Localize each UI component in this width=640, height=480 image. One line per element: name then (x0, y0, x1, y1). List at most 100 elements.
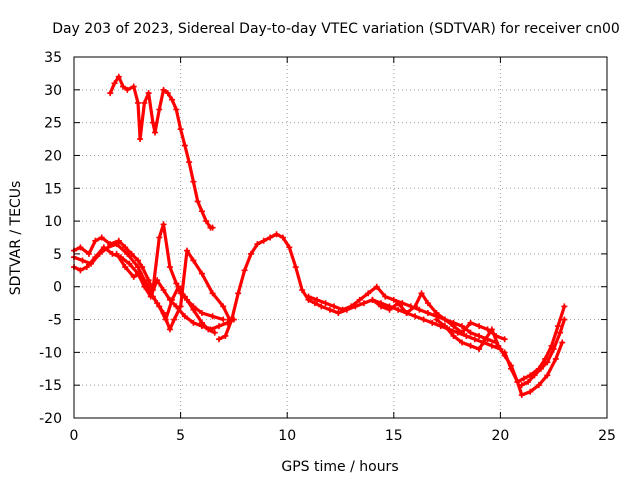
data-point (482, 336, 489, 343)
data-point (134, 257, 141, 264)
data-point (85, 250, 92, 257)
data-point (544, 359, 551, 366)
data-point (418, 290, 425, 297)
y-tick-label: -15 (39, 378, 62, 394)
data-point (279, 234, 286, 241)
data-point (122, 264, 129, 271)
data-point (88, 260, 95, 267)
data-point (198, 208, 205, 215)
data-point (518, 382, 525, 389)
data-point (120, 83, 127, 90)
data-point (348, 303, 355, 310)
series-arc-late-a (434, 317, 564, 397)
data-point (305, 293, 312, 300)
x-axis-label: GPS time / hours (281, 459, 398, 475)
data-point (550, 346, 557, 353)
data-point (186, 159, 193, 166)
data-point (488, 326, 495, 333)
data-point (552, 355, 559, 362)
data-point (476, 346, 483, 353)
data-point (518, 392, 525, 399)
data-point (501, 336, 508, 343)
data-point (501, 349, 508, 356)
data-point (149, 119, 156, 126)
data-point (137, 136, 144, 143)
data-point (173, 106, 180, 113)
data-point (318, 303, 325, 310)
data-point (169, 296, 176, 303)
data-point (520, 375, 527, 382)
data-point (292, 264, 299, 271)
series-arc-late-b (503, 304, 567, 384)
data-point (183, 247, 190, 254)
data-point (467, 319, 474, 326)
data-point (429, 319, 436, 326)
data-point (105, 244, 112, 251)
data-point (286, 244, 293, 251)
data-point (160, 221, 167, 228)
data-point (211, 329, 218, 336)
data-point (476, 323, 483, 330)
data-point (420, 316, 427, 323)
data-point (412, 313, 419, 320)
y-tick-label: 35 (44, 50, 62, 66)
y-tick-label: 20 (44, 148, 62, 164)
data-point (360, 300, 367, 307)
data-point (173, 280, 180, 287)
y-tick-label: 30 (44, 83, 62, 99)
data-point (203, 218, 210, 225)
axis-ticks: 0 5 10 15 20 25 -20 -15 -10 -5 0 5 10 15 20 25 30 35 (39, 50, 616, 444)
x-tick-label: 15 (385, 428, 403, 444)
data-point (169, 96, 176, 103)
data-point (113, 250, 120, 257)
data-point (299, 287, 306, 294)
data-point (83, 264, 90, 271)
chart-title: Day 203 of 2023, Sidereal Day-to-day VTE… (52, 21, 620, 37)
data-point (198, 309, 205, 316)
data-point (194, 198, 201, 205)
data-point (122, 244, 129, 251)
data-point (326, 306, 333, 313)
data-point (390, 296, 397, 303)
data-point (450, 332, 457, 339)
data-point (190, 319, 197, 326)
data-point (96, 250, 103, 257)
x-tick-label: 0 (70, 428, 79, 444)
data-point (209, 313, 216, 320)
data-point (395, 300, 402, 307)
x-tick-label: 25 (598, 428, 616, 444)
x-tick-label: 20 (491, 428, 509, 444)
data-point (177, 126, 184, 133)
data-point (134, 264, 141, 271)
data-point (459, 339, 466, 346)
x-tick-label: 10 (278, 428, 296, 444)
data-point (554, 323, 561, 330)
data-point (561, 316, 568, 323)
x-tick-label: 5 (176, 428, 185, 444)
data-point (205, 326, 212, 333)
data-point (339, 306, 346, 313)
data-point (92, 237, 99, 244)
data-point (145, 90, 152, 97)
data-point (365, 290, 372, 297)
data-point (471, 336, 478, 343)
data-point (166, 326, 173, 333)
data-point (412, 303, 419, 310)
data-point (247, 250, 254, 257)
data-point (395, 306, 402, 313)
data-point (190, 178, 197, 185)
data-point (331, 303, 338, 310)
data-point (508, 365, 515, 372)
data-point (181, 142, 188, 149)
data-point (166, 264, 173, 271)
data-point (198, 270, 205, 277)
data-point (198, 319, 205, 326)
data-point (141, 99, 148, 106)
data-point (149, 293, 156, 300)
data-point (495, 342, 502, 349)
data-point (107, 90, 114, 97)
data-point (156, 303, 163, 310)
data-point (156, 106, 163, 113)
data-point (544, 372, 551, 379)
data-point (254, 241, 261, 248)
